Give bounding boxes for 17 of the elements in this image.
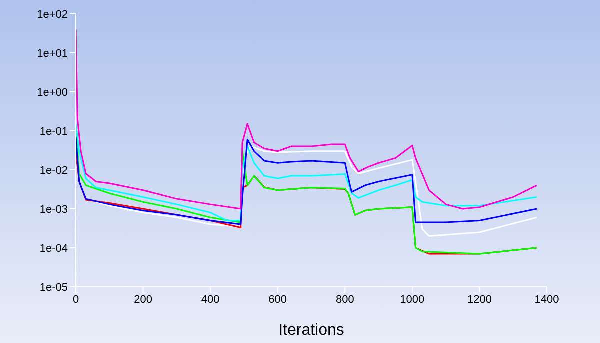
y-tick-label: 1e-05 [40, 282, 68, 294]
y-tick-label: 1e+02 [37, 8, 68, 21]
x-tick-label: 1000 [400, 294, 425, 306]
x-tick-label: 0 [72, 294, 80, 306]
y-tick-label: 1e-03 [40, 204, 68, 216]
x-tick-label: 1400 [534, 294, 560, 306]
y-tick-label: 1e+00 [37, 86, 68, 99]
x-tick-label: 600 [268, 294, 288, 306]
y-tick-label: 1e-01 [40, 126, 68, 138]
y-tick-label: 1e+01 [37, 48, 68, 60]
y-tick-label: 1e-02 [40, 164, 68, 177]
x-tick-label: 800 [336, 294, 354, 306]
x-tick-label: 1200 [467, 294, 492, 306]
y-tick-label: 1e-04 [40, 242, 68, 255]
x-tick-label: 400 [201, 294, 220, 306]
x-axis-title: Iterations [278, 322, 344, 339]
x-tick-label: 200 [134, 294, 152, 306]
